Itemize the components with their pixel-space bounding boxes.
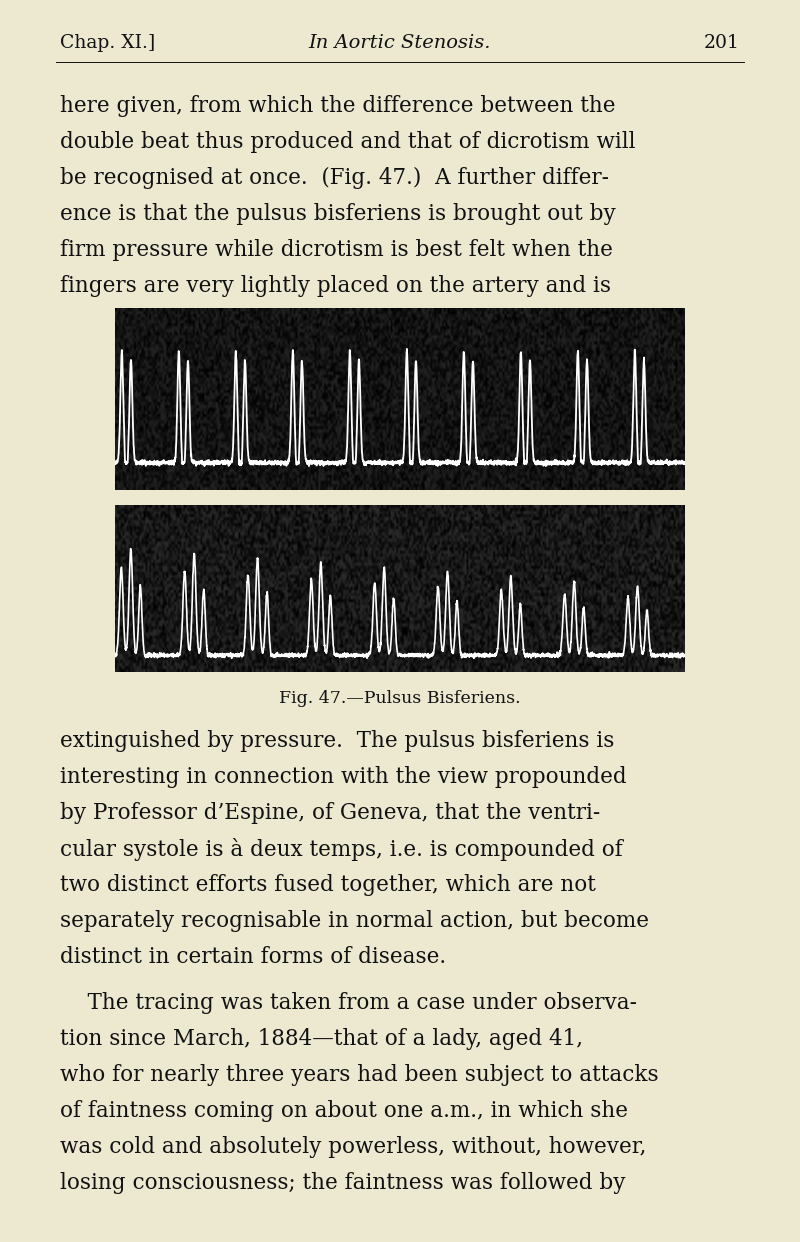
Text: double beat thus produced and that of dicrotism will: double beat thus produced and that of di… (60, 130, 635, 153)
Text: two distinct efforts fused together, which are not: two distinct efforts fused together, whi… (60, 874, 596, 895)
Text: fingers are very lightly placed on the artery and is: fingers are very lightly placed on the a… (60, 274, 611, 297)
Text: Chap. XI.]: Chap. XI.] (60, 34, 155, 52)
Text: The tracing was taken from a case under observa-: The tracing was taken from a case under … (60, 992, 637, 1013)
Text: distinct in certain forms of disease.: distinct in certain forms of disease. (60, 946, 446, 968)
Text: be recognised at once.  (Fig. 47.)  A further differ-: be recognised at once. (Fig. 47.) A furt… (60, 166, 609, 189)
Text: Fig. 47.—Pulsus Bisferiens.: Fig. 47.—Pulsus Bisferiens. (279, 691, 521, 707)
Text: cular systole is à deux temps, i.e. is compounded of: cular systole is à deux temps, i.e. is c… (60, 838, 622, 861)
Text: here given, from which the difference between the: here given, from which the difference be… (60, 94, 615, 117)
Text: extinguished by pressure.  The pulsus bisferiens is: extinguished by pressure. The pulsus bis… (60, 730, 614, 751)
Text: interesting in connection with the view propounded: interesting in connection with the view … (60, 766, 626, 787)
Text: separately recognisable in normal action, but become: separately recognisable in normal action… (60, 910, 649, 932)
Text: In Aortic Stenosis.: In Aortic Stenosis. (309, 34, 491, 52)
Text: tion since March, 1884—that of a lady, aged 41,: tion since March, 1884—that of a lady, a… (60, 1028, 583, 1049)
Text: of faintness coming on about one a.m., in which she: of faintness coming on about one a.m., i… (60, 1100, 628, 1122)
Text: firm pressure while dicrotism is best felt when the: firm pressure while dicrotism is best fe… (60, 238, 613, 261)
Text: by Professor d’Espine, of Geneva, that the ventri-: by Professor d’Espine, of Geneva, that t… (60, 802, 600, 823)
Text: who for nearly three years had been subject to attacks: who for nearly three years had been subj… (60, 1064, 658, 1086)
Text: ence is that the pulsus bisferiens is brought out by: ence is that the pulsus bisferiens is br… (60, 202, 616, 225)
Text: was cold and absolutely powerless, without, however,: was cold and absolutely powerless, witho… (60, 1136, 646, 1158)
Text: 201: 201 (704, 34, 740, 52)
Text: losing consciousness; the faintness was followed by: losing consciousness; the faintness was … (60, 1172, 626, 1194)
